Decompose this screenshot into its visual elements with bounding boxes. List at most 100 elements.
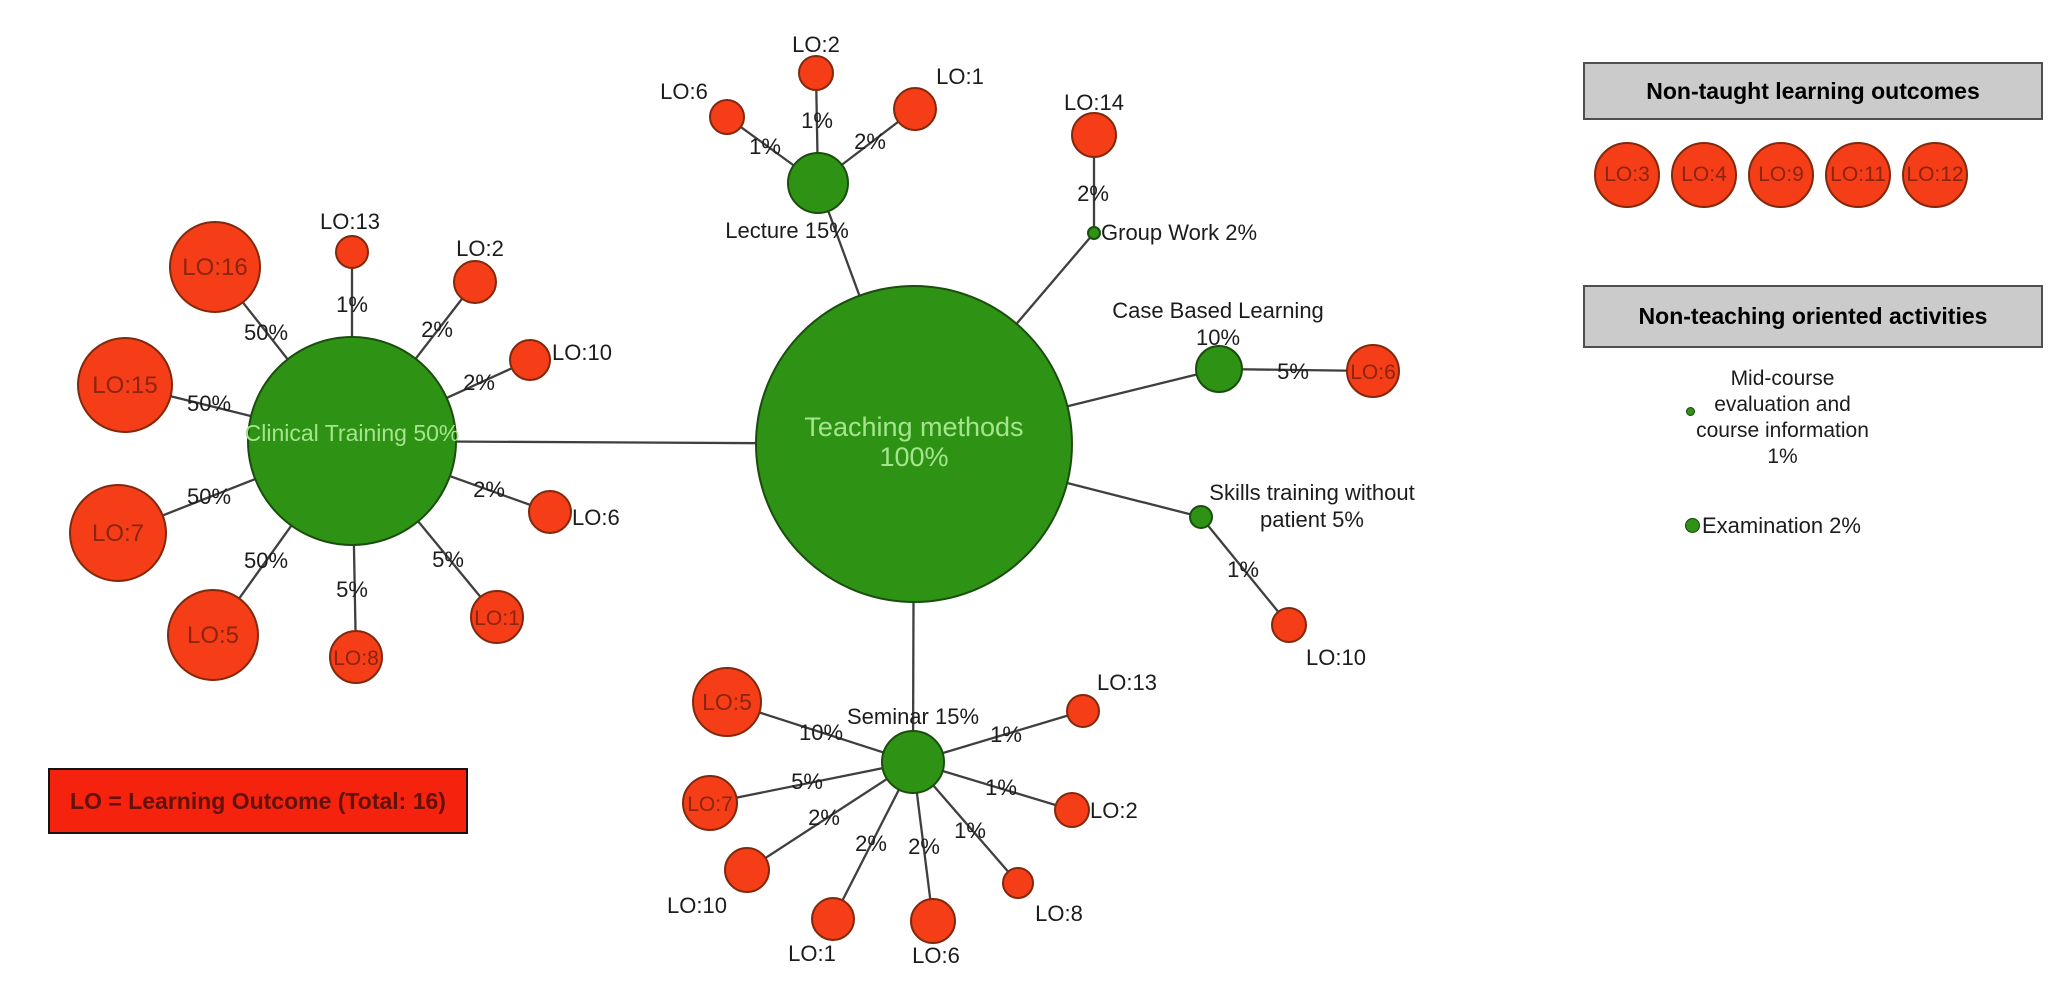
node-label-lec6: LO:6 — [660, 79, 708, 104]
edge-weight-sem-sem10: 2% — [808, 805, 840, 830]
node-label-cbl: 10% — [1196, 325, 1240, 350]
outcome-node-cbl6 — [1346, 344, 1400, 398]
node-label-ct1: LO:1 — [474, 607, 520, 630]
legend-lo-circle: LO:9 — [1748, 142, 1814, 208]
outcome-node-ct1 — [470, 590, 524, 644]
edge-weight-ct-ct7: 50% — [187, 484, 231, 509]
outcome-node-ct7 — [69, 484, 167, 582]
outcome-node-sem10 — [724, 847, 770, 893]
mid-course-label-line: Mid-course — [1730, 367, 1835, 390]
node-label-lec: Lecture 15% — [725, 218, 849, 243]
outcome-node-sk10 — [1271, 607, 1307, 643]
edge-weight-ct-ct5: 50% — [244, 548, 288, 573]
node-label-sem1: LO:1 — [788, 941, 836, 966]
node-label-sk: patient 5% — [1260, 507, 1364, 532]
mid-course-label: Mid-course evaluation and course informati… — [1660, 366, 1905, 470]
outcome-node-sem6 — [910, 898, 956, 944]
edge-weight-ct-ct1: 5% — [432, 547, 464, 572]
edge-sem-sem10 — [746, 761, 914, 871]
edge-weight-gw-gw14: 2% — [1077, 181, 1109, 206]
node-label-ct7: LO:7 — [92, 520, 144, 547]
edge-weight-sem-sem1: 2% — [855, 831, 887, 856]
node-label-sem6: LO:6 — [912, 943, 960, 968]
outcome-node-ct6 — [528, 490, 572, 534]
non-teaching-panel: Non-teaching oriented activities — [1583, 285, 2043, 348]
node-label-ct15: LO:15 — [92, 372, 157, 399]
mid-course-node-dot — [1686, 407, 1695, 416]
outcome-node-ct13 — [335, 235, 369, 269]
activity-node-cbl — [1195, 345, 1243, 393]
node-label-lec1: LO:1 — [936, 64, 984, 89]
edge-weight-sem-sem6: 2% — [908, 834, 940, 859]
node-label-sk: Skills training without — [1209, 480, 1414, 505]
edge-weight-lec-lec2: 1% — [801, 108, 833, 133]
outcome-node-sem1 — [811, 897, 855, 941]
mid-course-label-line: course information — [1696, 419, 1869, 442]
edge-sem-sem7 — [709, 760, 914, 805]
edge-weight-sem-sem2: 1% — [985, 775, 1017, 800]
outcome-node-ct2 — [453, 260, 497, 304]
edge-weight-sk-sk10: 1% — [1227, 557, 1259, 582]
outcome-node-ct8 — [329, 630, 383, 684]
node-label-ct16: LO:16 — [182, 254, 247, 281]
node-label-cbl6: LO:6 — [1350, 361, 1396, 384]
outcome-node-ct5 — [167, 589, 259, 681]
outcome-node-gw14 — [1071, 112, 1117, 158]
outcome-node-sem8 — [1002, 867, 1034, 899]
node-label-sem2: LO:2 — [1090, 798, 1138, 823]
node-label-sem: Seminar 15% — [847, 704, 979, 729]
outcome-node-sem2 — [1054, 792, 1090, 828]
outcome-node-sem5 — [692, 667, 762, 737]
edge-weight-ct-ct8: 5% — [336, 577, 368, 602]
outcome-node-ct10 — [509, 339, 551, 381]
non-taught-panel: Non-taught learning outcomes — [1583, 62, 2043, 120]
edge-weight-sem-sem8: 1% — [954, 818, 986, 843]
node-label-sem13: LO:13 — [1097, 670, 1157, 695]
node-label-tm: Teaching methods — [804, 412, 1023, 442]
outcome-node-lec1 — [893, 87, 937, 131]
edge-weight-ct-ct16: 50% — [244, 320, 288, 345]
edge-weight-ct-ct6: 2% — [473, 477, 505, 502]
node-label-ct13: LO:13 — [320, 209, 380, 234]
activity-node-sk — [1189, 505, 1213, 529]
edge-weight-ct-ct13: 1% — [336, 292, 368, 317]
outcome-node-lec6 — [709, 99, 745, 135]
mid-course-label-line: evaluation and — [1714, 393, 1851, 416]
node-label-gw14: LO:14 — [1064, 90, 1124, 115]
edge-weight-ct-ct10: 2% — [463, 370, 495, 395]
node-label-gw: Group Work 2% — [1101, 220, 1257, 245]
node-label-sem5: LO:5 — [702, 689, 752, 715]
legend-lo-circle: LO:11 — [1825, 142, 1891, 208]
legend-lo-circle: LO:12 — [1902, 142, 1968, 208]
edge-weight-lec-lec6: 1% — [749, 134, 781, 159]
activity-node-gw — [1087, 226, 1101, 240]
edge-weight-ct-ct2: 2% — [421, 317, 453, 342]
node-label-ct2: LO:2 — [456, 236, 504, 261]
legend-lo-circle: LO:4 — [1671, 142, 1737, 208]
node-label-sk10: LO:10 — [1306, 645, 1366, 670]
edge-weight-lec-lec1: 2% — [854, 129, 886, 154]
node-label-cbl: Case Based Learning — [1112, 298, 1324, 323]
node-label-ct5: LO:5 — [187, 622, 239, 649]
labels: 50% 1% 2% 2% 2% 5% 5% 50% 50% 50% 1% 1% 2% 2% 5% 1% 10% 5… — [92, 32, 1415, 968]
node-label-sem10: LO:10 — [667, 893, 727, 918]
outcome-node-sem13 — [1066, 694, 1100, 728]
edge-weight-ct-ct15: 50% — [187, 391, 231, 416]
non-teaching-title: Non-teaching oriented activities — [1638, 303, 1988, 329]
activity-node-tm — [755, 285, 1073, 603]
node-label-ct8: LO:8 — [333, 647, 379, 670]
legend-lo-circle: LO:3 — [1594, 142, 1660, 208]
examination-label: Examination 2% — [1702, 513, 1861, 538]
activity-node-ct — [247, 336, 457, 546]
lo-abbreviation-text: LO = Learning Outcome (Total: 16) — [70, 787, 446, 814]
outcome-node-sem7 — [682, 775, 738, 831]
outcome-node-lec2 — [798, 55, 834, 91]
outcome-node-ct16 — [169, 221, 261, 313]
edge-weight-sem-sem13: 1% — [990, 722, 1022, 747]
edge-weight-sem-sem7: 5% — [791, 769, 823, 794]
outcome-node-ct15 — [77, 337, 173, 433]
activity-node-sem — [881, 730, 945, 794]
edge-weight-cbl-cbl6: 5% — [1277, 359, 1309, 384]
